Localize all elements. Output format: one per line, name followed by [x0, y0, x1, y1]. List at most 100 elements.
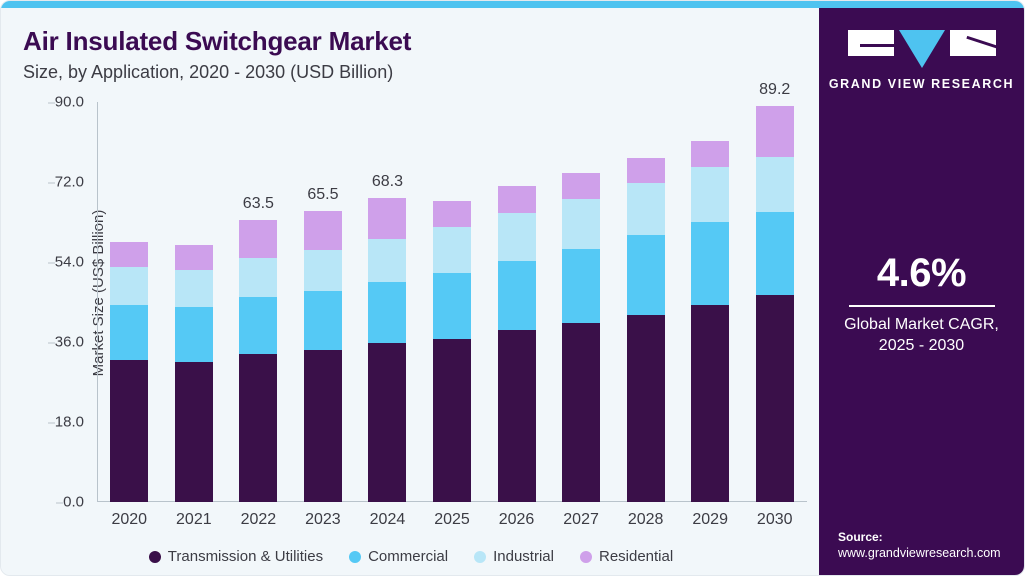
bar-group[interactable]: 2029: [691, 140, 730, 528]
cagr-description-line1: Global Market CAGR,: [844, 316, 999, 333]
bar-segment[interactable]: [691, 305, 730, 502]
bar-group[interactable]: 2026: [497, 186, 536, 528]
legend-label: Industrial: [493, 548, 554, 565]
bar-segment[interactable]: [433, 272, 471, 340]
bar-segment[interactable]: [755, 212, 794, 296]
bar-total-label: 89.2: [759, 80, 791, 98]
bar-segment[interactable]: [174, 244, 213, 270]
bar-segment[interactable]: [368, 238, 407, 283]
bar-series-container: 2020 2021 63.5 2022 65.5 2023 68.3 2024 2025 2026…: [97, 81, 807, 528]
logo-g-icon: [847, 30, 894, 56]
plot-area: 0.0 18.0 36.0 54.0 72.0 90.0 2020 2021 63.5 2022…: [47, 81, 807, 528]
bar-segment[interactable]: [239, 258, 278, 298]
bar-segment[interactable]: [691, 166, 730, 222]
bar-segment[interactable]: [239, 354, 278, 502]
y-axis-tick-mark: [47, 422, 55, 423]
cagr-description-line2: 2025 - 2030: [878, 336, 965, 354]
bar-segment[interactable]: [174, 362, 213, 502]
bar-segment[interactable]: [433, 226, 471, 273]
y-axis-tick-label: 18.0: [47, 414, 97, 431]
legend-item[interactable]: Commercial: [349, 548, 448, 565]
y-axis-tick-label: 90.0: [47, 94, 97, 111]
bar-segment[interactable]: [562, 198, 601, 249]
bar-segment[interactable]: [110, 304, 149, 360]
y-axis-tick-label: 72.0: [47, 174, 97, 191]
legend-color-swatch-icon: [579, 550, 592, 563]
chart-legend: Transmission & Utilities Commercial Indust…: [1, 548, 821, 565]
bar-segment[interactable]: [368, 282, 407, 344]
bar-segment[interactable]: [626, 182, 665, 236]
source-label: Source:: [838, 530, 883, 544]
bar-segment[interactable]: [174, 306, 213, 362]
legend-item[interactable]: Industrial: [474, 548, 554, 565]
bar-group[interactable]: 2021: [174, 244, 213, 528]
x-axis-tick-label: 2028: [627, 511, 664, 528]
logo-r-icon: [949, 30, 996, 56]
y-axis-line: [97, 102, 98, 502]
x-axis-tick-label: 2024: [369, 511, 406, 528]
bar-segment[interactable]: [755, 156, 794, 213]
bar-segment[interactable]: [626, 314, 665, 502]
bar-segment[interactable]: [755, 295, 794, 502]
x-axis-tick-label: 2030: [756, 511, 793, 528]
y-axis-tick-label: 36.0: [47, 334, 97, 351]
x-axis-tick-label: 2022: [240, 511, 277, 528]
bar-segment[interactable]: [562, 323, 601, 502]
bar-group[interactable]: 2027: [562, 173, 601, 528]
bar-group[interactable]: 68.3 2024: [368, 173, 407, 528]
y-axis-tick-mark: [47, 342, 55, 343]
chart-panel: Air Insulated Switchgear Market Size, by…: [1, 8, 821, 575]
legend-label: Commercial: [368, 548, 449, 565]
bar-group[interactable]: 2020: [110, 242, 149, 528]
bar-segment[interactable]: [562, 248, 601, 324]
bar-segment[interactable]: [110, 359, 149, 502]
top-accent-bar: [1, 1, 1024, 8]
bar-segment[interactable]: [110, 242, 149, 267]
bar-segment[interactable]: [303, 249, 342, 291]
bar-segment[interactable]: [368, 198, 407, 239]
bar-segment[interactable]: [562, 173, 601, 199]
bar-segment[interactable]: [303, 290, 342, 350]
bar-segment[interactable]: [626, 158, 665, 183]
bar-segment[interactable]: [626, 235, 665, 315]
y-axis-tick-label: 54.0: [47, 254, 97, 271]
bar-segment[interactable]: [110, 266, 149, 305]
bar-group[interactable]: 2025: [433, 201, 471, 528]
bar-segment[interactable]: [433, 201, 471, 227]
x-axis-tick-label: 2020: [111, 511, 148, 528]
bar-segment[interactable]: [303, 350, 342, 502]
page-subtitle: Size, by Application, 2020 - 2030 (USD B…: [23, 62, 394, 82]
bar-segment[interactable]: [691, 221, 730, 306]
bar-segment[interactable]: [497, 213, 536, 262]
legend-label: Residential: [598, 548, 674, 565]
bar-segment[interactable]: [497, 330, 536, 502]
bar-segment[interactable]: [497, 186, 536, 214]
bar-segment[interactable]: [368, 343, 407, 502]
y-axis-tick-mark: [56, 502, 64, 503]
brand-side-panel: GRAND VIEW RESEARCH 4.6% Global Market C…: [819, 8, 1024, 575]
logo-v-triangle-icon: [898, 30, 945, 68]
bar-segment[interactable]: [303, 210, 342, 250]
bar-segment[interactable]: [497, 261, 536, 331]
bar-group[interactable]: 2028: [626, 158, 665, 528]
bar-segment[interactable]: [691, 140, 730, 167]
bar-segment[interactable]: [433, 339, 471, 502]
x-axis-tick-label: 2021: [176, 511, 212, 528]
legend-item[interactable]: Residential: [579, 548, 674, 565]
bar-group[interactable]: 89.2 2030: [755, 81, 794, 528]
bar-group[interactable]: 65.5 2023: [303, 186, 342, 528]
legend-item[interactable]: Transmission & Utilities: [148, 548, 324, 565]
bar-segment[interactable]: [755, 105, 794, 157]
source-block: Source: www.grandviewresearch.com: [838, 530, 1001, 560]
y-axis-tick-mark: [47, 182, 55, 183]
legend-color-swatch-icon: [148, 550, 161, 563]
legend-label: Transmission & Utilities: [167, 548, 324, 565]
source-url[interactable]: www.grandviewresearch.com: [838, 546, 1001, 560]
bar-group[interactable]: 63.5 2022: [239, 195, 278, 528]
cagr-value: 4.6%: [876, 251, 967, 295]
bar-total-label: 63.5: [242, 194, 274, 212]
bar-segment[interactable]: [239, 219, 278, 259]
bar-segment[interactable]: [174, 269, 213, 307]
bar-segment[interactable]: [239, 297, 278, 355]
